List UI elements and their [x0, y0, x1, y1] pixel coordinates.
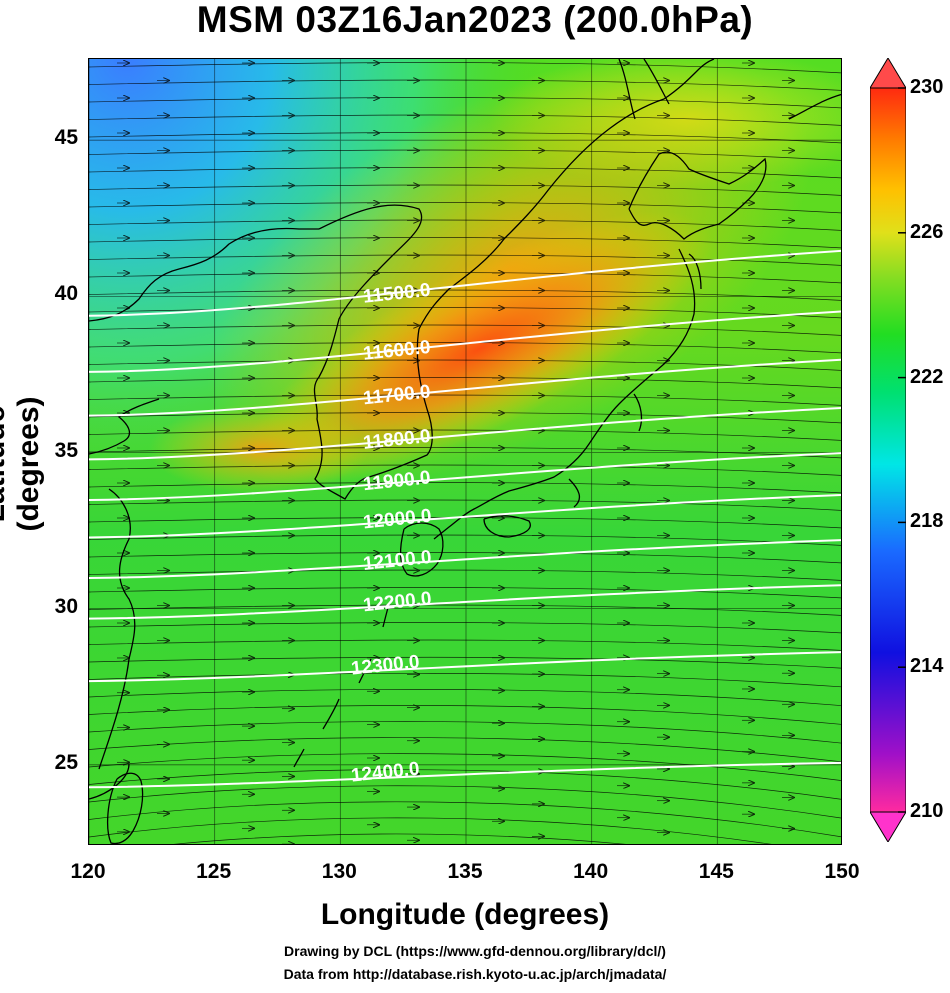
x-tick-label: 120 — [70, 860, 106, 883]
map-plot-area: 11500.0 11600.0 11700.0 11800.0 11900.0 12000… — [88, 58, 842, 845]
colorbar-label: 210 — [910, 800, 944, 822]
x-tick-label: 140 — [573, 860, 609, 883]
height-contour-line — [89, 651, 841, 683]
warm-core — [244, 211, 714, 487]
colorbar-label: 222 — [910, 365, 944, 388]
y-tick-label: 40 — [54, 282, 78, 306]
colorbar-label: 214 — [910, 655, 944, 678]
streamline — [89, 552, 841, 564]
x-tick-label: 130 — [321, 860, 357, 883]
colorbar-label: 230 — [910, 76, 944, 98]
streamline — [89, 97, 841, 109]
y-tick-label: 25 — [54, 750, 78, 774]
streamline — [89, 359, 841, 371]
wind-streamlines — [89, 62, 841, 844]
streamline — [89, 272, 841, 284]
streamline — [89, 429, 841, 441]
height-contour-line — [89, 584, 841, 620]
streamline — [89, 534, 841, 546]
streamline — [89, 149, 841, 161]
x-tick-label: 150 — [824, 860, 860, 883]
streamline — [89, 705, 841, 725]
map-svg: 11500.011600.011700.011800.011900.012000… — [89, 59, 841, 844]
map-grid — [89, 59, 841, 844]
streamline — [89, 184, 841, 196]
streamline — [89, 62, 841, 74]
streamline — [89, 377, 841, 389]
streamline — [89, 817, 772, 844]
streamline — [89, 482, 841, 494]
streamline — [89, 132, 841, 144]
height-contour-line — [89, 539, 841, 580]
streamline — [89, 499, 841, 511]
height-contour-line — [89, 358, 841, 417]
credit-data: Data from http://database.rish.kyoto-u.a… — [283, 966, 667, 982]
streamline — [89, 721, 841, 744]
height-contour-line — [89, 406, 841, 461]
credit-drawing: Drawing by DCL (https://www.gfd-dennou.o… — [284, 943, 666, 959]
height-contour-line — [89, 452, 841, 501]
streamline — [89, 114, 841, 126]
streamline — [89, 464, 841, 476]
colorbar-label: 226 — [910, 220, 944, 243]
streamline — [89, 79, 841, 91]
colorbar-label: 218 — [910, 510, 944, 533]
streamline — [89, 604, 841, 616]
streamline — [89, 412, 841, 424]
streamline — [89, 672, 841, 688]
colorbar-max-triangle — [870, 58, 906, 89]
y-tick-label: 45 — [54, 126, 78, 150]
streamline — [89, 342, 841, 354]
chart-title: MSM 03Z16Jan2023 (200.0hPa) — [196, 0, 754, 40]
height-contour-line — [89, 494, 841, 539]
streamline — [89, 656, 841, 669]
height-contour-line — [89, 310, 841, 373]
streamline — [89, 639, 841, 651]
x-tick-label: 125 — [196, 860, 232, 883]
colorbar — [870, 58, 906, 842]
streamline — [89, 622, 841, 634]
x-axis-label: Longitude (degrees) — [320, 898, 610, 931]
height-contour-line — [89, 761, 841, 789]
x-tick-label: 135 — [447, 860, 483, 883]
y-tick-label: 35 — [54, 438, 78, 462]
streamline — [89, 753, 841, 781]
streamline — [89, 202, 841, 214]
x-tick-label: 145 — [698, 860, 734, 883]
streamline — [173, 833, 625, 844]
streamline — [89, 324, 841, 336]
streamline — [89, 769, 841, 800]
streamline — [89, 167, 841, 179]
y-tick-label: 30 — [54, 594, 78, 618]
colorbar-gradient — [870, 87, 906, 813]
streamline — [89, 587, 841, 599]
streamline — [89, 394, 841, 406]
streamline — [89, 785, 841, 819]
streamline — [89, 307, 841, 319]
colorbar-min-triangle — [870, 811, 906, 842]
streamline — [89, 219, 841, 231]
streamline — [89, 737, 841, 763]
streamline — [89, 801, 841, 838]
streamline — [89, 517, 841, 529]
streamline — [89, 689, 841, 706]
streamline — [89, 237, 841, 249]
height-contour-line — [89, 249, 841, 317]
y-axis-label: Latitude (degrees) — [0, 396, 45, 532]
